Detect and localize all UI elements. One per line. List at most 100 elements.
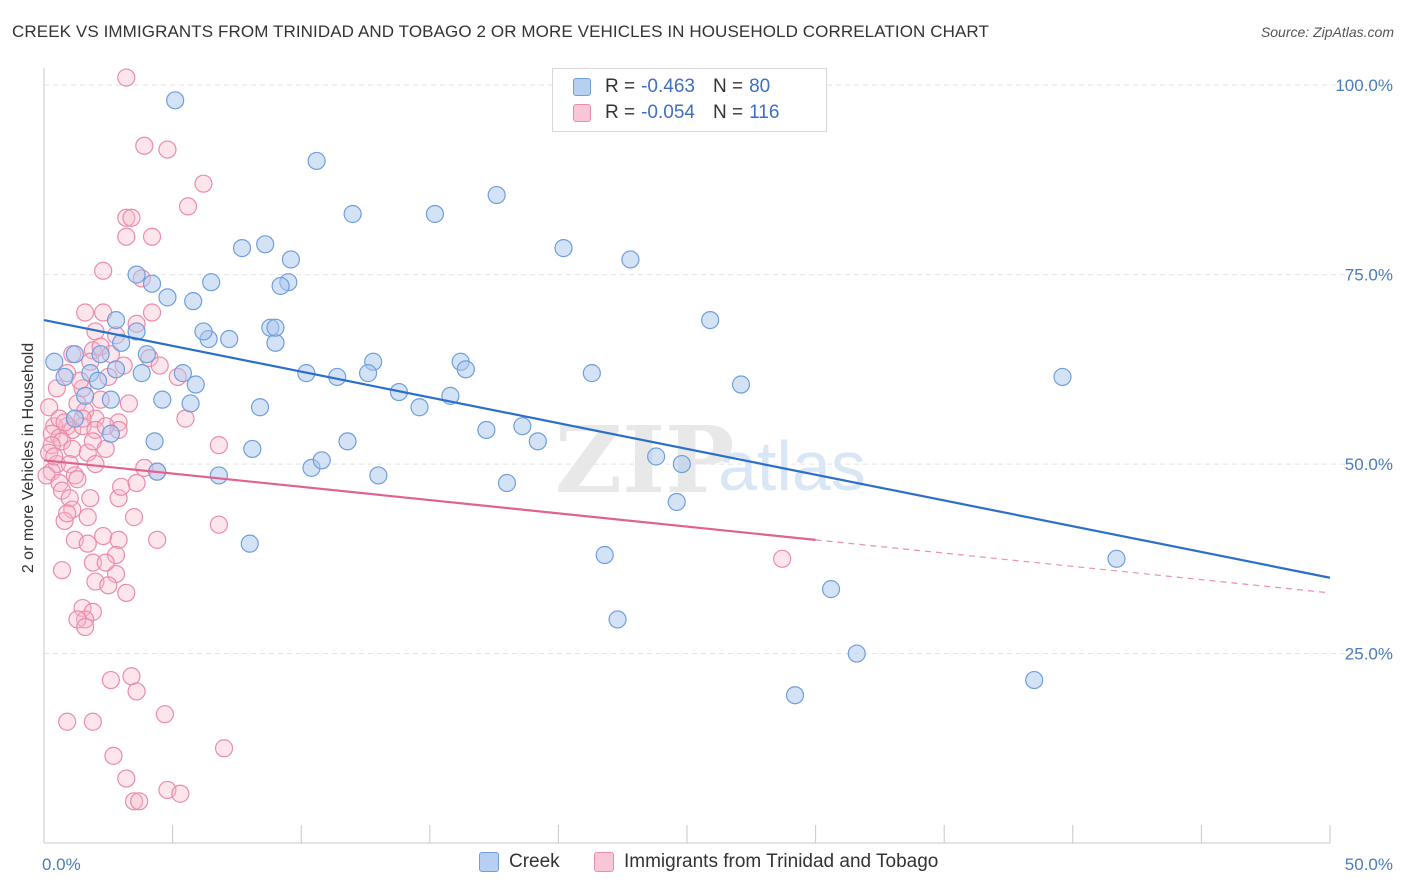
creek-point — [1053, 367, 1072, 387]
tt-point — [76, 617, 95, 637]
tt-point — [60, 489, 79, 508]
tt-point — [106, 545, 126, 565]
creek-point — [497, 473, 517, 493]
tt-point — [194, 174, 213, 193]
tt-point — [109, 489, 128, 508]
legend-r-label: R = — [605, 76, 636, 97]
legend-swatch-tt — [594, 852, 614, 872]
creek-point — [232, 238, 252, 258]
tt-point — [58, 504, 77, 523]
creek-point — [1025, 670, 1044, 690]
tt-point — [68, 610, 87, 629]
legend-item-tt[interactable]: Immigrants from Trinidad and Tobago — [594, 851, 938, 873]
tt-point — [178, 197, 198, 216]
tt-point — [150, 356, 169, 375]
tt-point — [214, 739, 234, 758]
creek-point — [220, 329, 239, 349]
y-axis-label: 2 or more Vehicles in Household — [20, 343, 37, 573]
tt-point — [83, 553, 102, 572]
tt-point — [94, 526, 113, 546]
creek-point — [667, 492, 686, 512]
tt-point — [158, 140, 177, 159]
tt-point — [119, 394, 138, 413]
creek-point — [672, 454, 691, 474]
legend-item-creek[interactable]: Creek — [479, 851, 560, 873]
tt-point — [171, 784, 190, 803]
creek-point — [132, 364, 151, 383]
tt-trend-line — [43, 459, 816, 541]
creek-point — [477, 420, 496, 440]
tt-point — [52, 481, 72, 500]
tt-point — [135, 136, 154, 155]
creek-point — [65, 345, 84, 364]
creek-point — [281, 250, 301, 269]
creek-point — [621, 250, 640, 269]
y-tick-label: 75.0% — [1345, 266, 1393, 285]
creek-point — [153, 390, 172, 409]
legend-n-label: N = — [712, 76, 744, 97]
tt-point — [117, 68, 136, 87]
tt-point — [148, 530, 167, 549]
creek-point — [173, 364, 192, 383]
tt-point — [78, 534, 97, 553]
y-tick-label: 50.0% — [1345, 455, 1393, 474]
creek-point — [582, 364, 601, 383]
tt-point — [104, 746, 123, 765]
tt-point — [127, 473, 146, 493]
creek-point — [127, 322, 146, 341]
tt-point — [117, 208, 136, 227]
legend-row-tt: R = -0.054 N = 116 — [573, 102, 779, 124]
axes — [43, 68, 1331, 844]
tt-point — [73, 598, 92, 618]
creek-point — [785, 686, 805, 705]
y-tick-label: 100.0% — [1335, 76, 1393, 95]
tt-point — [142, 227, 162, 246]
creek-point — [76, 386, 95, 405]
creek-point — [1107, 549, 1126, 568]
y-tick-labels: 100.0% 75.0% 50.0% 25.0% — [1335, 76, 1393, 663]
tt-point — [122, 667, 141, 686]
creek-point — [343, 204, 362, 224]
watermark-zip: ZIP — [555, 406, 734, 514]
tt-point — [101, 670, 120, 690]
creek-point — [266, 318, 285, 337]
x-tick-labels: 0.0% 50.0% — [42, 855, 1393, 874]
chart-title: CREEK VS IMMIGRANTS FROM TRINIDAD AND TO… — [12, 22, 989, 41]
creek-point — [608, 610, 627, 629]
creek-point — [358, 364, 378, 383]
source-label: Source: ZipAtlas.com — [1260, 24, 1394, 40]
tt-point — [155, 705, 174, 724]
tt-point — [96, 553, 115, 572]
legend-row-creek: R = -0.463 N = 80 — [573, 76, 770, 98]
creek-point — [240, 534, 259, 553]
tt-point — [117, 583, 136, 603]
creek-point — [186, 375, 205, 394]
legend-n-label: N = — [712, 102, 744, 123]
creek-point — [137, 345, 156, 364]
tt-trend-line-dashed — [815, 539, 1331, 594]
tt-point — [142, 303, 162, 322]
tt-point — [99, 576, 118, 595]
tt-point — [83, 712, 102, 731]
tt-point — [122, 208, 141, 227]
creek-point — [701, 310, 720, 330]
legend-r-value: -0.463 — [641, 76, 695, 97]
tt-point — [68, 470, 87, 489]
creek-point — [312, 451, 331, 470]
tt-point — [52, 561, 72, 580]
legend-n-value: 116 — [749, 102, 780, 123]
creek-point — [647, 447, 666, 466]
tt-point — [124, 508, 144, 527]
watermark-atlas: atlas — [718, 427, 866, 505]
tt-point — [40, 398, 59, 417]
creek-point — [106, 310, 126, 330]
tt-point — [63, 439, 82, 459]
tt-point — [209, 515, 228, 534]
creek-point — [528, 432, 547, 451]
tt-point — [117, 227, 136, 246]
tt-point — [112, 477, 131, 496]
creek-point — [250, 398, 270, 417]
creek-point — [106, 360, 126, 379]
tt-point — [96, 439, 115, 459]
